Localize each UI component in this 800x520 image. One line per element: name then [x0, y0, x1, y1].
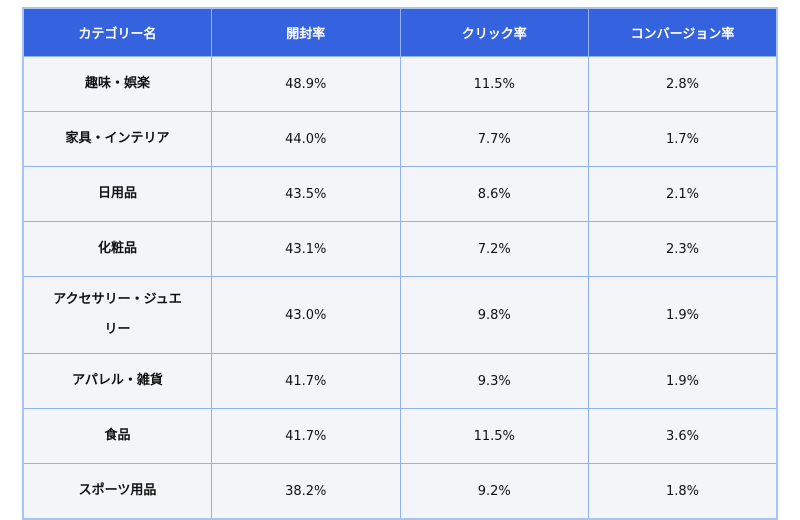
- open-rate-cell: 43.1%: [211, 221, 401, 277]
- header-open-rate: 開封率: [211, 7, 401, 57]
- open-rate-cell: 48.9%: [211, 56, 401, 112]
- conversion-rate-cell: 1.7%: [588, 111, 778, 167]
- open-rate-cell: 41.7%: [211, 353, 401, 409]
- click-rate-cell: 11.5%: [399, 408, 589, 464]
- category-cell: アクセサリー・ジュエリー: [22, 276, 212, 354]
- click-rate-cell: 9.3%: [399, 353, 589, 409]
- table-row: 趣味・娯楽 48.9% 11.5% 2.8%: [22, 56, 778, 112]
- header-category: カテゴリー名: [22, 7, 212, 57]
- open-rate-cell: 44.0%: [211, 111, 401, 167]
- table-row: 家具・インテリア 44.0% 7.7% 1.7%: [22, 111, 778, 167]
- category-metrics-table: カテゴリー名 開封率 クリック率 コンバージョン率 趣味・娯楽 48.9% 11.5…: [22, 7, 778, 520]
- category-cell: 家具・インテリア: [22, 111, 212, 167]
- table-header-row: カテゴリー名 開封率 クリック率 コンバージョン率: [22, 7, 778, 57]
- header-click-rate: クリック率: [399, 7, 589, 57]
- click-rate-cell: 7.2%: [399, 221, 589, 277]
- conversion-rate-cell: 1.8%: [588, 463, 778, 520]
- conversion-rate-cell: 1.9%: [588, 276, 778, 354]
- open-rate-cell: 43.5%: [211, 166, 401, 222]
- category-cell: 化粧品: [22, 221, 212, 277]
- conversion-rate-cell: 3.6%: [588, 408, 778, 464]
- click-rate-cell: 8.6%: [399, 166, 589, 222]
- table-row: アパレル・雑貨 41.7% 9.3% 1.9%: [22, 353, 778, 409]
- table-row: 化粧品 43.1% 7.2% 2.3%: [22, 221, 778, 277]
- conversion-rate-cell: 2.3%: [588, 221, 778, 277]
- open-rate-cell: 38.2%: [211, 463, 401, 520]
- conversion-rate-cell: 1.9%: [588, 353, 778, 409]
- conversion-rate-cell: 2.1%: [588, 166, 778, 222]
- click-rate-cell: 9.2%: [399, 463, 589, 520]
- click-rate-cell: 11.5%: [399, 56, 589, 112]
- table-row: 日用品 43.5% 8.6% 2.1%: [22, 166, 778, 222]
- header-conversion-rate: コンバージョン率: [588, 7, 778, 57]
- table-row: スポーツ用品 38.2% 9.2% 1.8%: [22, 463, 778, 520]
- table-row: 食品 41.7% 11.5% 3.6%: [22, 408, 778, 464]
- category-cell: 食品: [22, 408, 212, 464]
- click-rate-cell: 9.8%: [399, 276, 589, 354]
- table-row: アクセサリー・ジュエリー 43.0% 9.8% 1.9%: [22, 276, 778, 354]
- open-rate-cell: 41.7%: [211, 408, 401, 464]
- category-cell: スポーツ用品: [22, 463, 212, 520]
- category-cell: 日用品: [22, 166, 212, 222]
- category-cell: アパレル・雑貨: [22, 353, 212, 409]
- category-cell: 趣味・娯楽: [22, 56, 212, 112]
- open-rate-cell: 43.0%: [211, 276, 401, 354]
- conversion-rate-cell: 2.8%: [588, 56, 778, 112]
- click-rate-cell: 7.7%: [399, 111, 589, 167]
